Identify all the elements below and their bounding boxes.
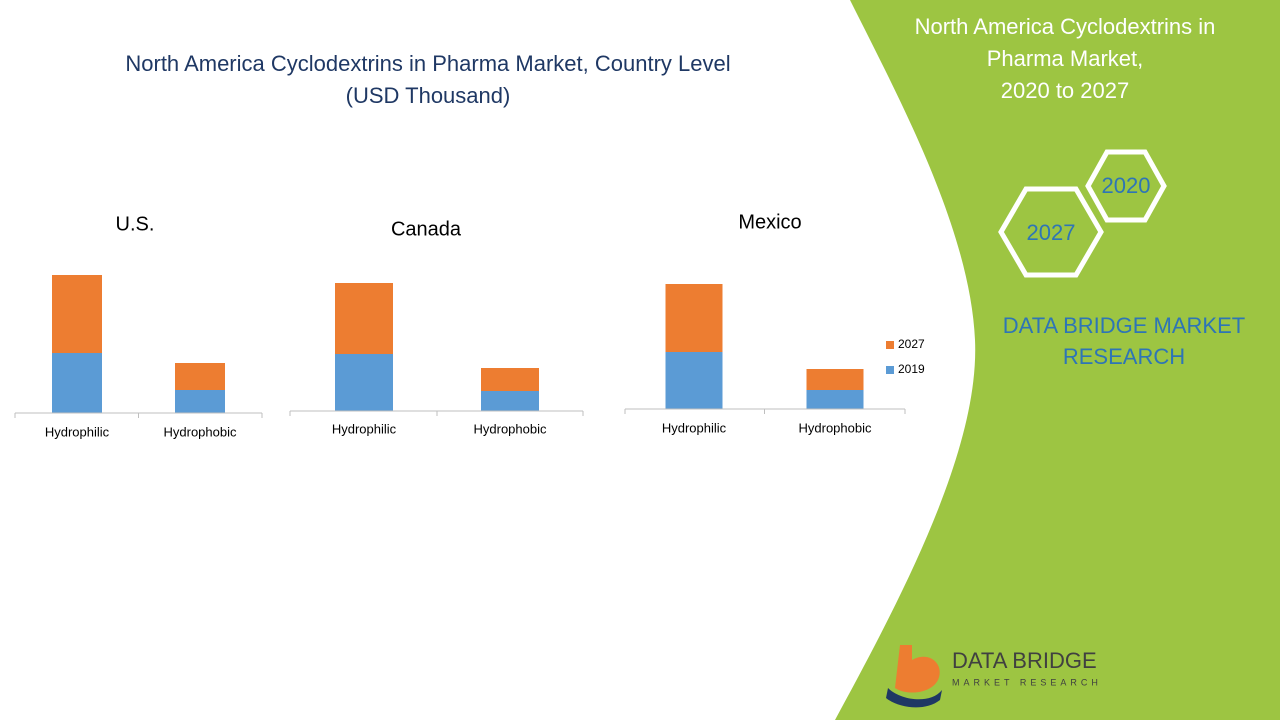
side-panel	[835, 0, 1280, 720]
x-tick-label: Hydrophilic	[662, 420, 727, 435]
main-title: North America Cyclodextrins in Pharma Ma…	[125, 51, 730, 76]
x-tick-label: Hydrophilic	[45, 424, 110, 439]
logo-title: DATA BRIDGE	[952, 648, 1097, 673]
hex-label: 2020	[1102, 173, 1151, 198]
brand-text: RESEARCH	[1063, 344, 1185, 369]
bar-segment	[806, 369, 864, 390]
hexagon	[1085, 149, 1167, 223]
legend-swatch	[886, 341, 894, 349]
panel-title: 2020 to 2027	[1001, 78, 1129, 103]
bar-segment	[481, 368, 539, 391]
x-tick-label: Hydrophobic	[474, 421, 547, 436]
bar-segment	[52, 275, 102, 353]
panel-title: Pharma Market,	[987, 46, 1144, 71]
brand-text: DATA BRIDGE MARKET	[1003, 313, 1245, 338]
bar-segment	[335, 283, 393, 354]
bar-segment	[665, 352, 723, 409]
bar-segment	[665, 284, 723, 352]
bar-segment	[52, 353, 102, 413]
chart-title: Mexico	[738, 211, 801, 233]
chart-title: U.S.	[116, 213, 155, 235]
logo-mark	[895, 645, 940, 693]
bar-segment	[175, 390, 225, 413]
legend-label: 2027	[898, 337, 925, 351]
chart-title: Canada	[391, 218, 462, 240]
main-title: (USD Thousand)	[346, 83, 511, 108]
bar-segment	[806, 390, 864, 409]
logo-subtitle: MARKET RESEARCH	[952, 677, 1102, 687]
legend-label: 2019	[898, 362, 925, 376]
bar-segment	[335, 354, 393, 411]
x-tick-label: Hydrophilic	[332, 421, 397, 436]
hexagon	[998, 186, 1104, 278]
x-tick-label: Hydrophobic	[799, 420, 872, 435]
logo-mark	[886, 688, 942, 708]
legend-swatch	[886, 366, 894, 374]
logo: DATA BRIDGE MARKET RESEARCH	[886, 645, 1102, 708]
bar-segment	[175, 363, 225, 390]
bar-segment	[481, 391, 539, 411]
panel-title: North America Cyclodextrins in	[915, 14, 1216, 39]
hex-label: 2027	[1027, 220, 1076, 245]
x-tick-label: Hydrophobic	[164, 424, 237, 439]
